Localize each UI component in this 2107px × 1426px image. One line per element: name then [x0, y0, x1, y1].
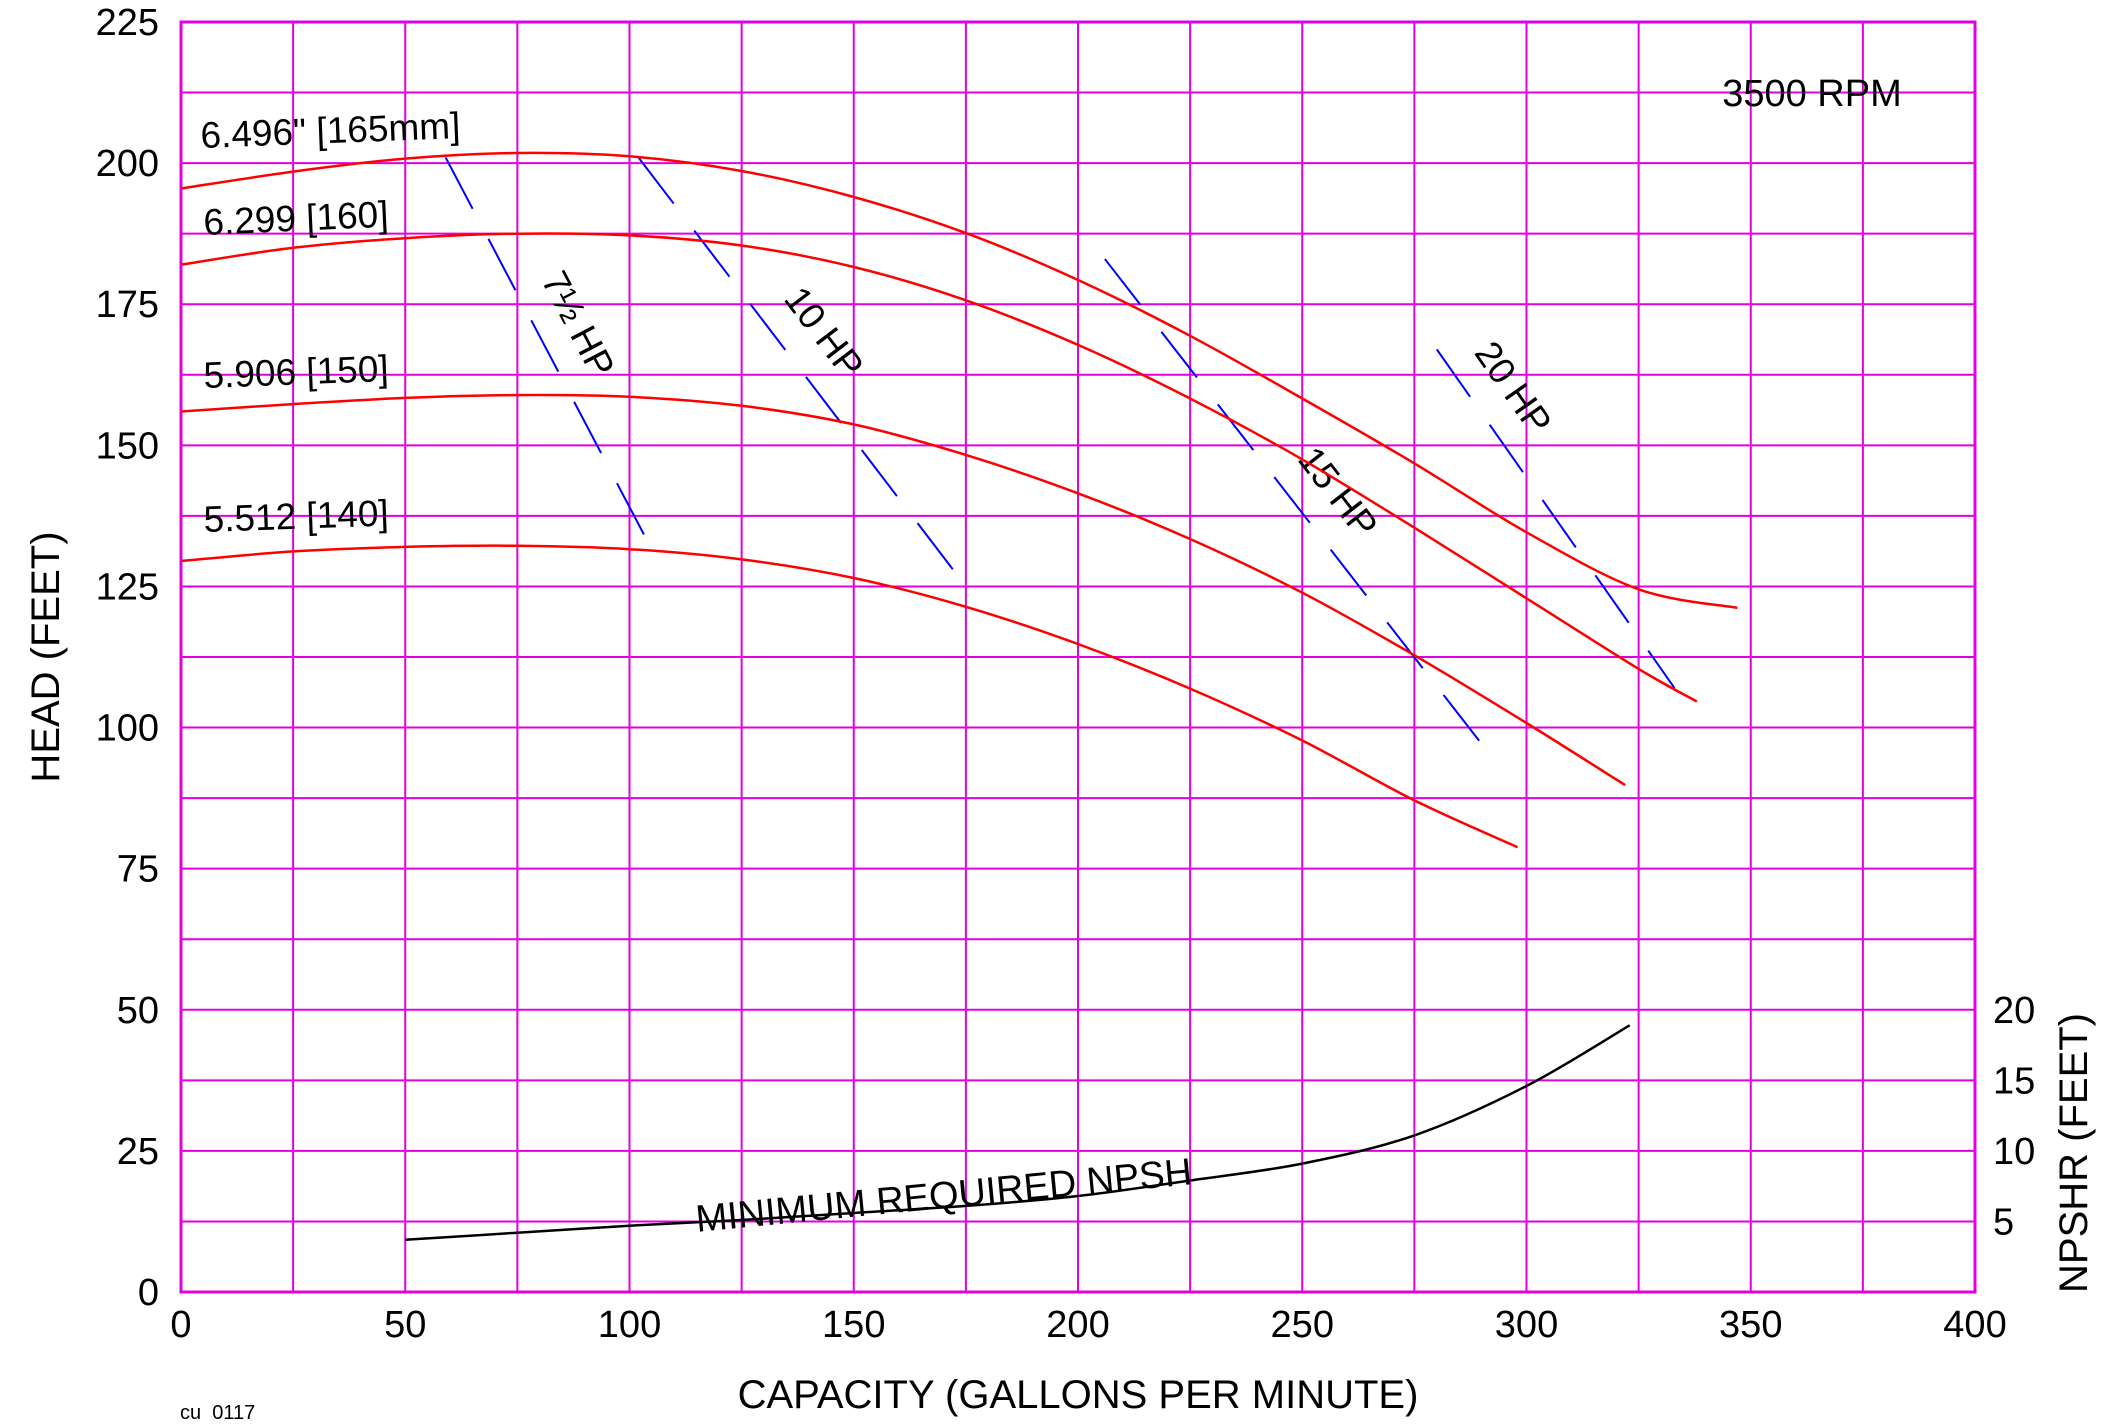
hp-limit-line: [637, 156, 967, 588]
npshr-tick-label: 5: [1993, 1201, 2014, 1243]
hp-label: 20 HP: [1467, 334, 1560, 442]
x-tick-label: 50: [384, 1304, 426, 1346]
y-tick-label: 75: [117, 849, 159, 891]
y-tick-label: 200: [96, 143, 159, 185]
grid-layer: [179, 20, 1977, 1294]
y-tick-label: 100: [96, 708, 159, 750]
hp-label: 7½ HP: [534, 265, 623, 384]
y-tick-label: 0: [138, 1272, 159, 1314]
drawing-number: cu_0117: [180, 1402, 255, 1421]
head-curve-line: [180, 393, 1626, 787]
x-axis-title: CAPACITY (GALLONS PER MINUTE): [738, 1373, 1419, 1417]
x-tick-label: 0: [170, 1304, 191, 1346]
y-tick-label: 175: [96, 284, 159, 326]
y-tick-label: 225: [96, 2, 159, 44]
x-tick-label: 300: [1495, 1304, 1558, 1346]
hp-label: 15 HP: [1290, 439, 1385, 545]
x-tick-label: 200: [1046, 1304, 1109, 1346]
npshr-axis-title: NPSHR (FEET): [2052, 1013, 2096, 1293]
y-tick-label: 150: [96, 425, 159, 467]
hp-limit-line: [1104, 258, 1501, 768]
rpm-annotation: 3500 RPM: [1722, 73, 1902, 115]
tick-labels-layer: 0 50 100 150 200 250 300 350 400 0 25 50 75 100 125 150…: [96, 2, 2036, 1346]
head-curve-label: 6.299 [160]: [203, 194, 390, 243]
hp-label: 10 HP: [776, 279, 871, 386]
npshr-curve-layer: MINIMUM REQUIRED NPSH: [405, 1024, 1631, 1242]
npshr-tick-label: 10: [1993, 1131, 2035, 1173]
x-tick-label: 100: [598, 1304, 661, 1346]
y-tick-label: 25: [117, 1131, 159, 1173]
x-tick-label: 400: [1943, 1304, 2006, 1346]
npshr-tick-label: 20: [1993, 990, 2035, 1032]
y-tick-label: 125: [96, 566, 159, 608]
npshr-tick-label: 15: [1993, 1060, 2035, 1102]
hp-limit-line: [444, 157, 658, 559]
head-curve-line: [180, 151, 1738, 610]
x-tick-label: 150: [822, 1304, 885, 1346]
hp-limit-line: [1435, 348, 1676, 689]
npshr-curve-label: MINIMUM REQUIRED NPSH: [694, 1151, 1194, 1241]
head-curves-layer: 6.496" [165mm] 6.299 [160] 5.906 [150] 5.51…: [180, 105, 1738, 849]
plot-frame: [179, 20, 1977, 1294]
head-curve-line: [180, 232, 1698, 703]
y-tick-label: 50: [117, 990, 159, 1032]
head-curve-label: 5.906 [150]: [203, 348, 390, 396]
y-axis-title: HEAD (FEET): [24, 531, 68, 782]
head-curve-label: 5.512 [140]: [203, 493, 389, 540]
x-tick-label: 250: [1271, 1304, 1334, 1346]
head-curve-label: 6.496" [165mm]: [200, 105, 461, 156]
head-curve-line: [180, 544, 1519, 849]
x-tick-label: 350: [1719, 1304, 1782, 1346]
labels-layer: 3500 RPM CAPACITY (GALLONS PER MINUTE) H…: [24, 73, 2096, 1424]
npshr-curve-line: [405, 1024, 1631, 1242]
